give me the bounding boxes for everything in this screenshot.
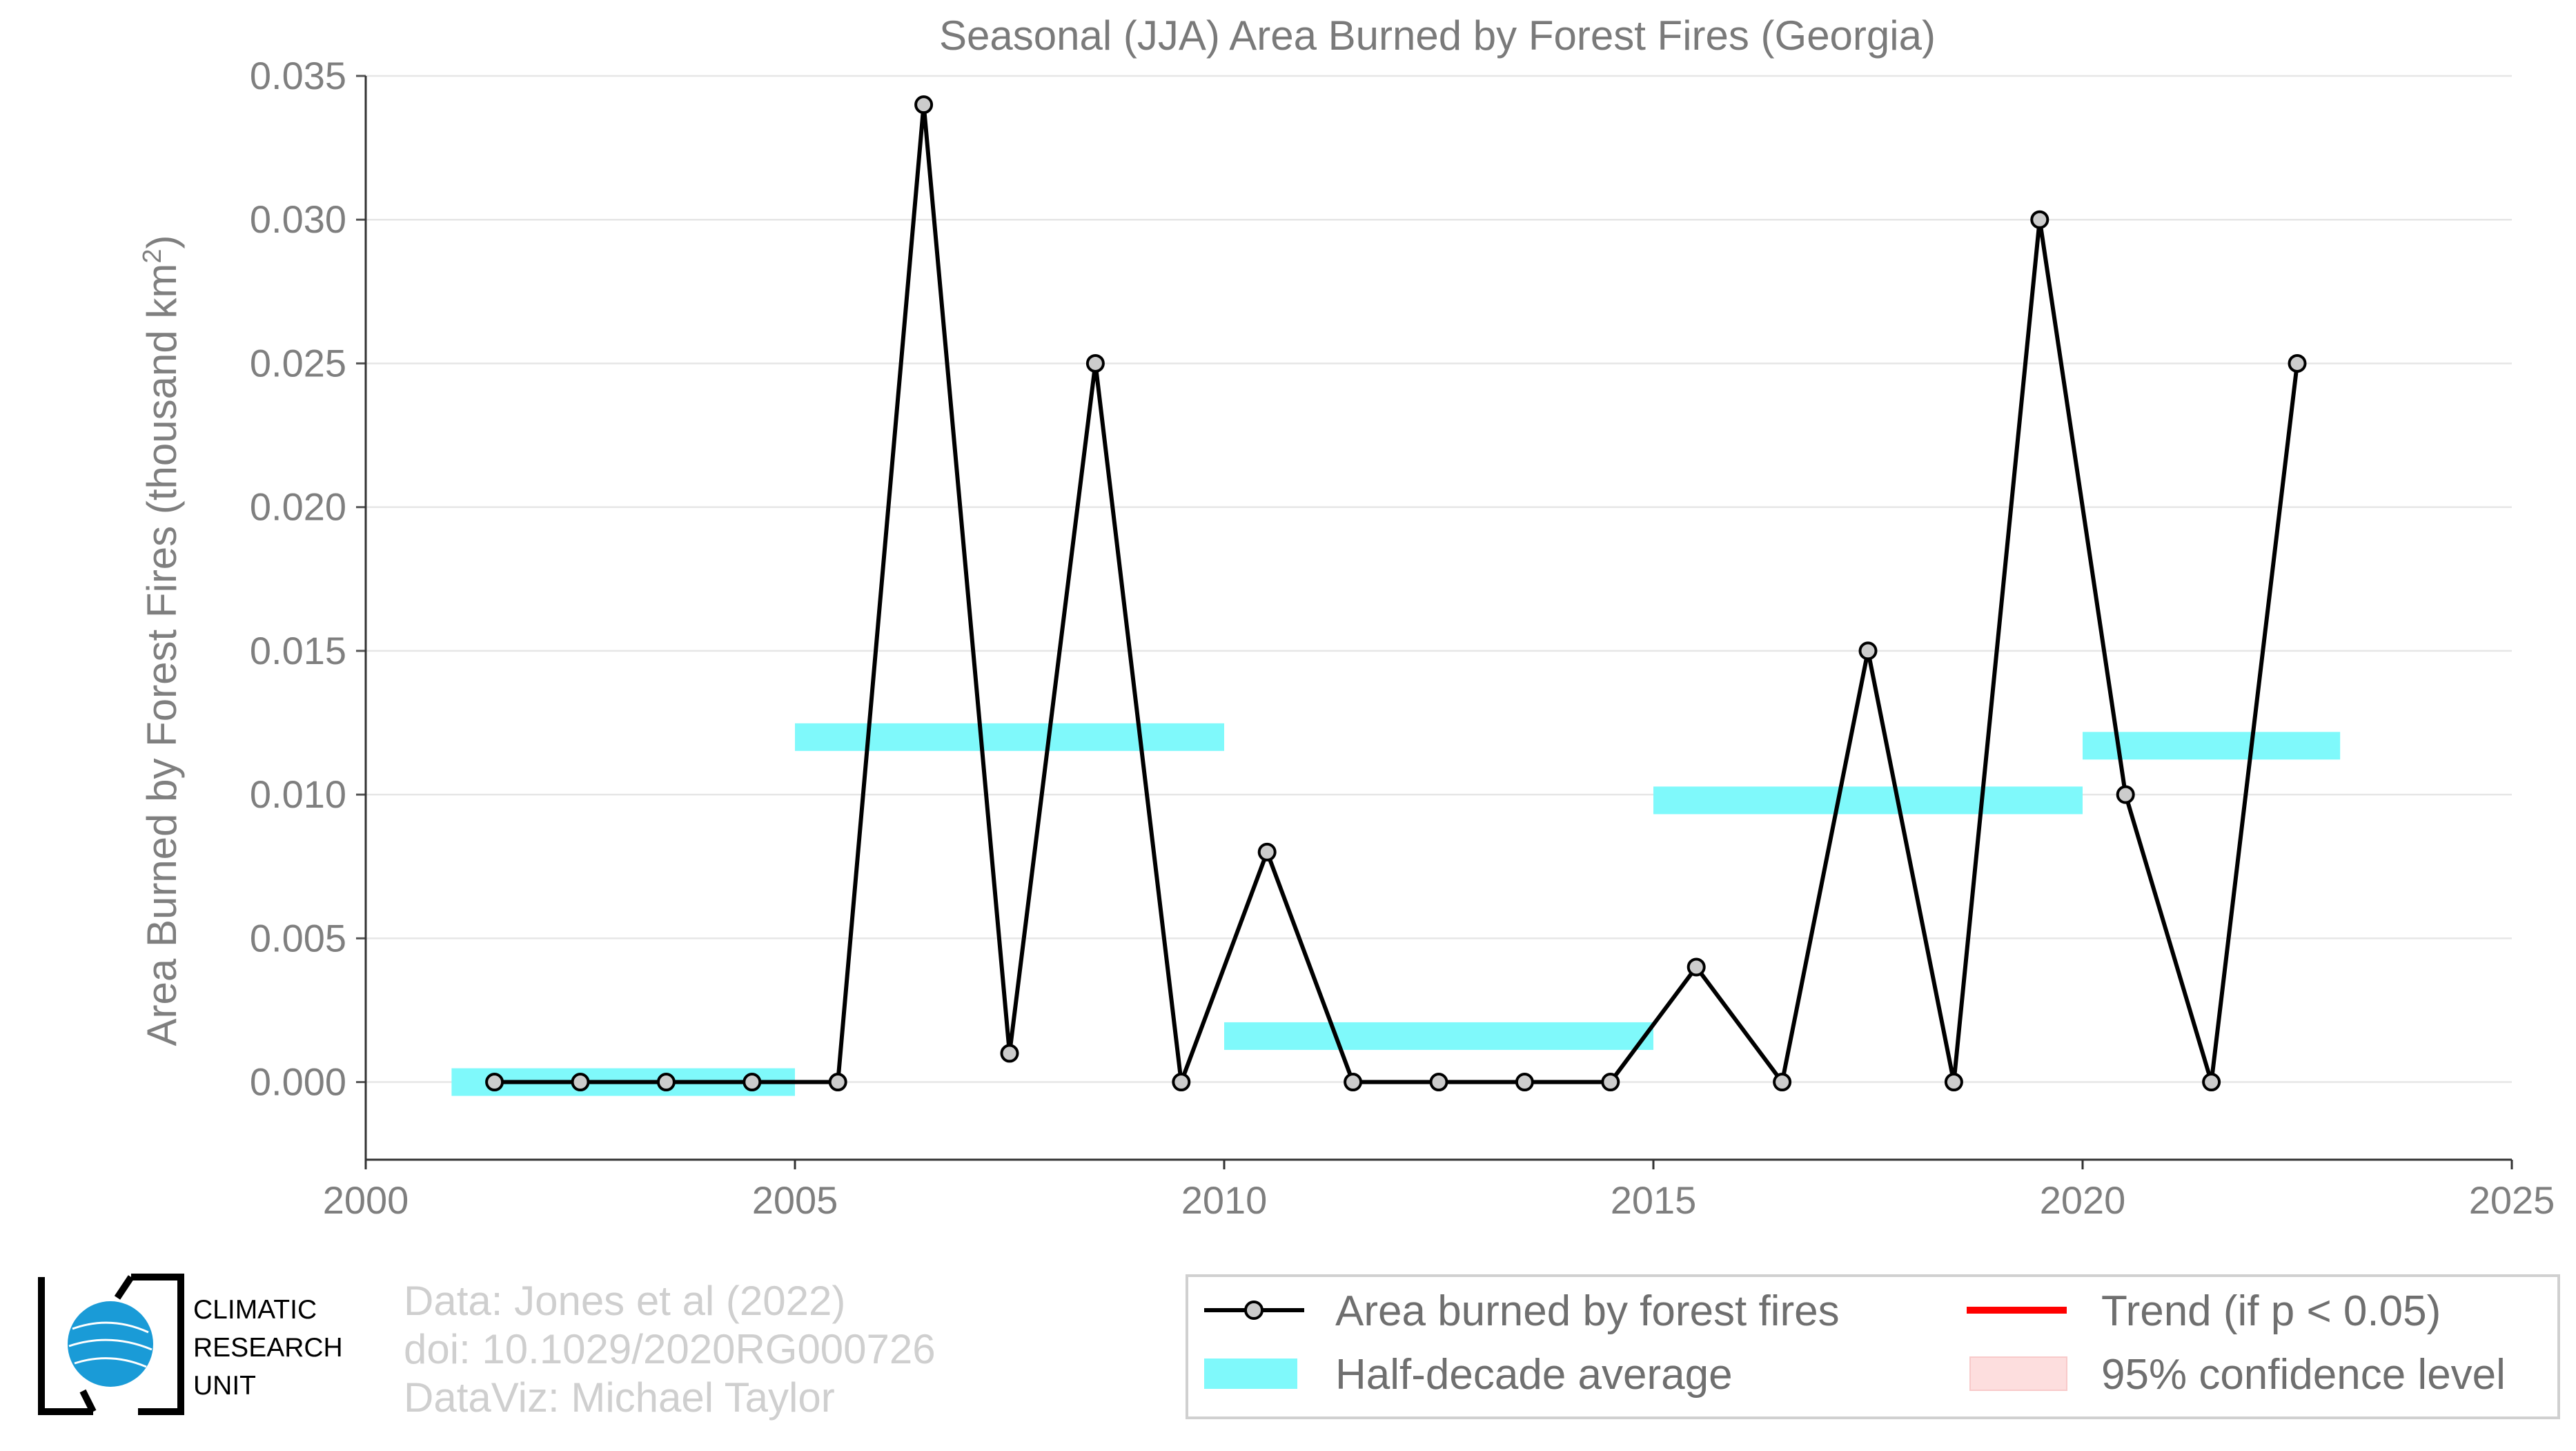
data-point	[1601, 1073, 1620, 1092]
series-line	[494, 102, 2299, 1084]
half-decade-average-bar	[1653, 786, 2083, 815]
credit-data: Data: Jones et al (2022)	[404, 1278, 845, 1324]
credit-dataviz: DataViz: Michael Taylor	[404, 1374, 835, 1421]
legend: Area burned by forest fires Trend (if p …	[1186, 1274, 2560, 1419]
data-point	[1687, 957, 1706, 977]
series-line-path	[494, 102, 2299, 1084]
data-point	[1344, 1073, 1363, 1092]
data-point	[1257, 842, 1277, 861]
legend-label-series: Area burned by forest fires	[1335, 1287, 1840, 1335]
cru-logo: CLIMATIC RESEARCH UNIT	[38, 1274, 343, 1415]
y-tick-label: 0.005	[250, 916, 346, 960]
chart-title: Seasonal (JJA) Area Burned by Forest Fir…	[939, 12, 1936, 59]
y-tick-label: 0.010	[250, 772, 346, 816]
logo-text-line3: UNIT	[193, 1371, 256, 1401]
x-tick-label: 2000	[323, 1178, 409, 1222]
series-points	[485, 95, 2307, 1092]
legend-label-trend: Trend (if p < 0.05)	[2101, 1287, 2441, 1335]
legend-swatch-average	[1204, 1359, 1297, 1389]
y-axis-label: Area Burned by Forest Fires (thousand km…	[138, 235, 185, 1046]
y-tick-label: 0.020	[250, 485, 346, 529]
axes: 0.000 0.005 0.010 0.015 0.020 0.025 0.030 0.035…	[250, 54, 2555, 1222]
data-point	[656, 1073, 676, 1092]
data-point	[914, 95, 934, 115]
grid-lines	[366, 75, 2512, 1083]
data-point	[2116, 785, 2135, 804]
data-point	[1858, 641, 1878, 661]
data-point	[2288, 353, 2307, 373]
logo-frame	[38, 1274, 184, 1415]
legend-label-average: Half-decade average	[1335, 1351, 1733, 1399]
x-tick-label: 2025	[2469, 1178, 2555, 1222]
data-point	[1172, 1073, 1191, 1092]
data-point	[485, 1073, 504, 1092]
globe-icon	[68, 1301, 153, 1387]
data-point	[1515, 1073, 1534, 1092]
legend-swatch-series-marker	[1244, 1301, 1264, 1320]
legend-box	[1186, 1274, 2560, 1419]
data-point	[1085, 353, 1105, 373]
half-decade-average-bar	[795, 723, 1224, 751]
half-decade-average-bar	[2083, 732, 2341, 760]
x-tick-label: 2005	[752, 1178, 838, 1222]
x-tick-label: 2020	[2040, 1178, 2126, 1222]
data-point	[1000, 1044, 1019, 1063]
data-point	[1773, 1073, 1792, 1092]
data-point	[1944, 1073, 1963, 1092]
data-point	[828, 1073, 847, 1092]
data-point	[743, 1073, 762, 1092]
logo-text-line1: CLIMATIC	[193, 1295, 317, 1325]
y-tick-label: 0.025	[250, 341, 346, 384]
y-tick-label: 0.030	[250, 197, 346, 241]
credit-doi: doi: 10.1029/2020RG000726	[404, 1326, 936, 1372]
y-tick-label: 0.015	[250, 629, 346, 672]
data-point	[2030, 210, 2049, 229]
x-tick-label: 2010	[1181, 1178, 1268, 1222]
legend-label-confidence: 95% confidence level	[2101, 1351, 2506, 1399]
legend-swatch-confidence	[1969, 1356, 2067, 1391]
x-tick-label: 2015	[1611, 1178, 1697, 1222]
data-point	[1429, 1073, 1448, 1092]
half-decade-average-bar	[1224, 1022, 1653, 1050]
data-point	[2202, 1073, 2221, 1092]
y-tick-label: 0.000	[250, 1060, 346, 1104]
half-decade-average-bars	[451, 723, 2341, 1096]
logo-text-line2: RESEARCH	[193, 1333, 343, 1363]
data-point	[571, 1073, 590, 1092]
y-tick-label: 0.035	[250, 54, 346, 97]
